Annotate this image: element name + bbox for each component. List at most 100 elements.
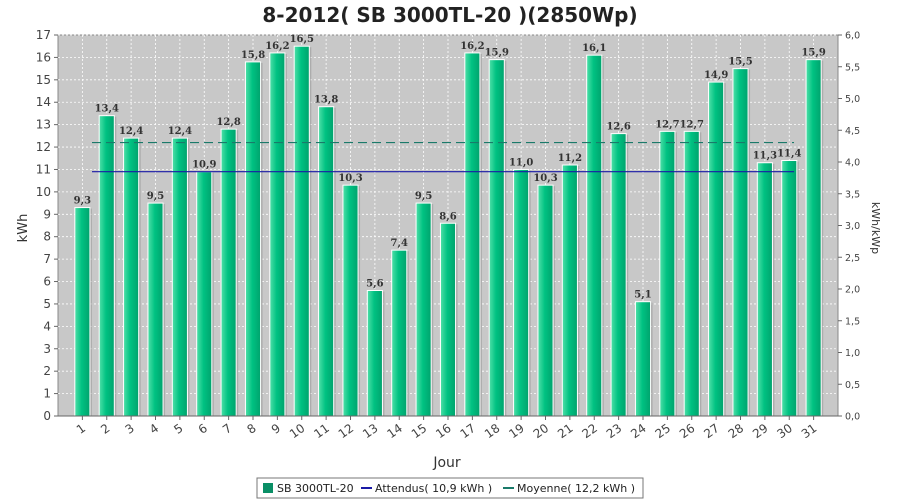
bar-value-label: 12,4 — [119, 126, 143, 137]
y2-tick-label: 5,5 — [845, 62, 860, 73]
bar-value-label: 9,5 — [147, 191, 164, 202]
bar-value-label: 13,4 — [95, 104, 119, 115]
x-tick-label: 24 — [628, 421, 649, 441]
bar-value-label: 5,1 — [634, 290, 651, 301]
y2-tick-label: 0,5 — [845, 380, 860, 391]
x-tick-label: 7 — [220, 421, 234, 437]
x-tick-label: 8 — [244, 421, 258, 437]
x-tick-label: 1 — [74, 421, 88, 437]
bar-value-label: 11,3 — [753, 151, 777, 162]
bar — [171, 137, 188, 417]
x-tick-label: 6 — [196, 421, 210, 437]
bar — [391, 249, 408, 417]
bar — [488, 59, 505, 417]
bar-value-label: 13,8 — [314, 95, 338, 106]
legend-item-series: SB 3000TL-20 — [277, 482, 354, 495]
bar — [366, 289, 383, 417]
y2-tick-label: 2,0 — [845, 285, 860, 296]
x-tick-label: 18 — [482, 421, 503, 441]
bar — [269, 52, 286, 417]
x-tick-label: 27 — [701, 421, 722, 441]
bar — [805, 59, 822, 417]
legend-item-expected: Attendus( 10,9 kWh ) — [375, 482, 492, 495]
x-tick-label: 20 — [531, 421, 552, 441]
x-tick-label: 3 — [123, 421, 137, 437]
y-tick-label: 10 — [36, 185, 51, 199]
bar — [98, 115, 115, 417]
y-tick-label: 11 — [36, 162, 51, 176]
y2-tick-label: 3,5 — [845, 189, 860, 200]
x-axis-label: Jour — [432, 455, 461, 471]
bar — [537, 184, 554, 417]
y-tick-label: 17 — [36, 28, 51, 42]
bar-value-label: 16,5 — [290, 34, 314, 45]
y-tick-label: 6 — [43, 275, 51, 289]
bar — [464, 52, 481, 417]
bar — [732, 68, 749, 417]
y2-tick-label: 5,0 — [845, 94, 860, 105]
bar — [123, 137, 140, 417]
x-tick-label: 15 — [409, 421, 430, 441]
y2-tick-label: 0,0 — [845, 412, 860, 423]
bar-value-label: 10,3 — [338, 173, 362, 184]
y-tick-label: 3 — [43, 342, 51, 356]
bar-value-label: 15,8 — [241, 50, 265, 61]
y2-tick-label: 4,5 — [845, 126, 860, 137]
y-tick-label: 0 — [43, 409, 51, 423]
bar — [659, 130, 676, 417]
x-tick-label: 23 — [604, 421, 625, 441]
bar-value-label: 12,7 — [680, 119, 704, 130]
legend-swatch-bar — [263, 483, 273, 493]
y2-tick-label: 2,5 — [845, 253, 860, 264]
x-tick-label: 2 — [98, 421, 112, 437]
bar — [781, 160, 798, 417]
bar — [318, 106, 335, 417]
bar-value-label: 12,6 — [606, 122, 630, 133]
bar — [415, 202, 432, 417]
bar — [586, 54, 603, 417]
bar-value-label: 10,9 — [192, 160, 216, 171]
y-tick-label: 13 — [36, 118, 51, 132]
y-axis-label: kWh — [16, 214, 31, 243]
bar-value-label: 16,2 — [460, 41, 484, 52]
bar — [342, 184, 359, 417]
y2-tick-label: 3,0 — [845, 221, 860, 232]
y-tick-label: 5 — [43, 297, 51, 311]
x-tick-label: 19 — [506, 421, 527, 441]
y-tick-label: 16 — [36, 50, 51, 64]
bar — [74, 207, 91, 417]
y-tick-label: 2 — [43, 364, 51, 378]
legend: SB 3000TL-20 Attendus( 10,9 kWh ) Moyenne(… — [256, 477, 644, 499]
bar-value-label: 12,7 — [655, 119, 679, 130]
y-tick-label: 4 — [43, 319, 51, 333]
bar — [683, 130, 700, 417]
bar — [561, 164, 578, 417]
y2-axis-label: kWh/kWp — [869, 202, 882, 254]
x-tick-label: 29 — [750, 421, 771, 441]
bar-value-label: 15,5 — [728, 57, 752, 68]
x-tick-label: 31 — [799, 421, 820, 441]
bar — [634, 301, 652, 417]
chart-title: 8-2012( SB 3000TL-20 )(2850Wp) — [262, 3, 637, 27]
bar-value-label: 8,6 — [439, 211, 456, 222]
bar-value-label: 5,6 — [366, 278, 383, 289]
y-tick-label: 15 — [36, 73, 51, 87]
y2-tick-label: 1,0 — [845, 348, 860, 359]
y-tick-label: 7 — [43, 252, 51, 266]
bar — [513, 168, 530, 417]
bar-value-label: 16,1 — [582, 43, 606, 54]
x-tick-label: 17 — [458, 421, 479, 441]
x-tick-label: 5 — [171, 421, 185, 437]
x-tick-label: 21 — [555, 421, 576, 441]
x-tick-label: 16 — [433, 421, 454, 441]
x-tick-label: 25 — [653, 421, 674, 441]
x-tick-label: 12 — [336, 421, 357, 441]
x-tick-label: 11 — [311, 421, 332, 441]
bar-value-label: 11,4 — [777, 149, 801, 160]
y-tick-label: 8 — [43, 230, 51, 244]
bar — [147, 202, 164, 417]
bar-value-label: 10,3 — [533, 173, 557, 184]
x-tick-label: 28 — [726, 421, 747, 441]
x-tick-label: 10 — [287, 421, 308, 441]
